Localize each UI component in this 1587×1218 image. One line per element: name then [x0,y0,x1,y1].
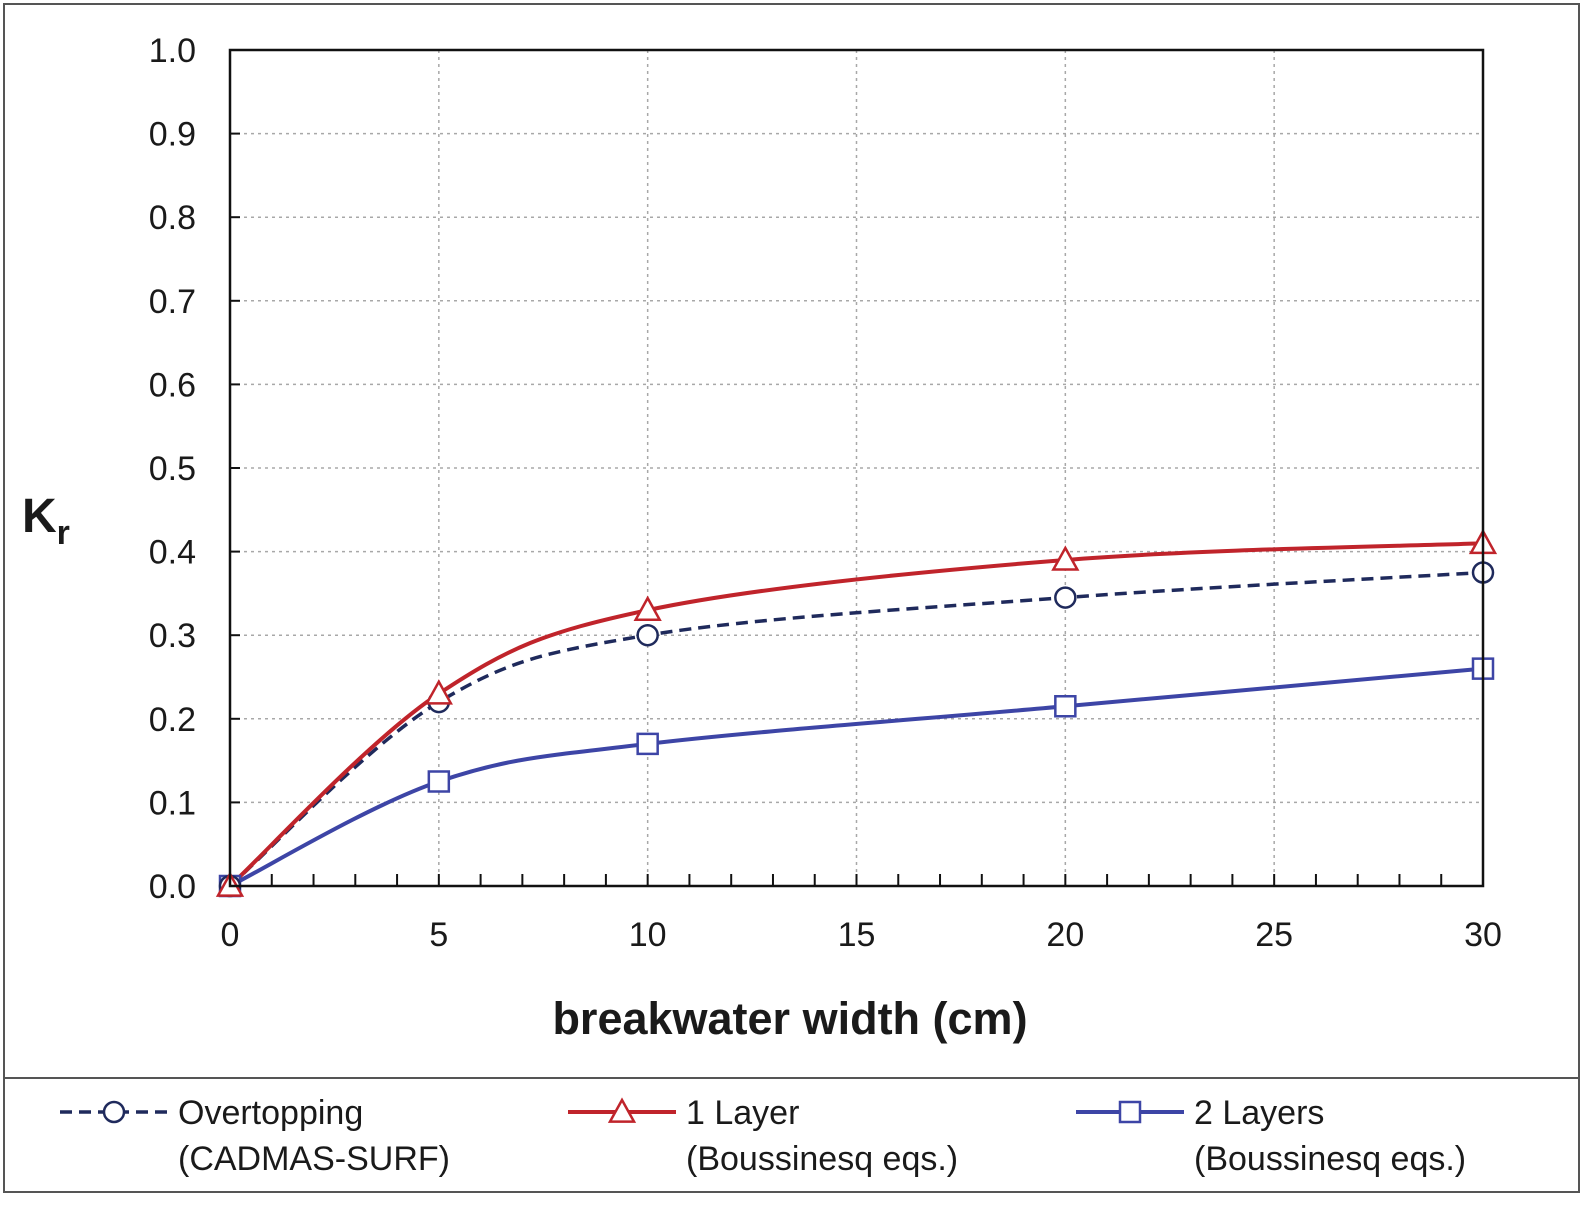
axis-labels: breakwater width (cm) Kr [22,490,1028,1044]
y-tick-label: 0.6 [149,366,196,404]
legend-label: (CADMAS-SURF) [178,1140,450,1178]
x-tick-label: 0 [221,916,240,954]
x-tick-label: 5 [429,916,448,954]
y-tick-label: 0.1 [149,784,196,822]
legend: Overtopping (CADMAS-SURF) 1 Layer (Boussine… [60,1094,1466,1178]
legend-entry-1: Overtopping (CADMAS-SURF) [60,1094,450,1178]
figure-frame [3,3,1580,1193]
legend-label: Overtopping [178,1094,363,1132]
y-axis-label-subscript: r [57,514,70,552]
y-tick-label: 0.0 [149,868,196,906]
y-axis-label: Kr [22,490,70,552]
x-tick-label: 15 [838,916,876,954]
legend-label: (Boussinesq eqs.) [1194,1140,1466,1178]
y-tick-label: 0.4 [149,534,196,572]
y-tick-label: 0.3 [149,617,196,655]
x-tick-label: 10 [629,916,667,954]
series-2-point [633,595,662,621]
x-tick-label: 25 [1255,916,1293,954]
series-2-point [1051,545,1080,571]
series-3-point [636,732,659,756]
series-line-1 [228,570,1484,888]
legend-label: 2 Layers [1194,1094,1324,1132]
legend-marker [1118,1100,1142,1124]
y-tick-label: 0.8 [149,199,196,237]
series-line-3 [229,666,1484,888]
series-1-point [1054,586,1077,609]
x-axis-label: breakwater width (cm) [552,993,1027,1044]
legend-marker [607,1097,637,1123]
series-2-point [424,679,453,705]
y-axis-label-main: K [22,490,57,543]
x-tick-label: 20 [1046,916,1084,954]
legend-label: 1 Layer [686,1094,799,1132]
legend-entry-3: 2 Layers (Boussinesq eqs.) [1076,1094,1466,1178]
y-tick-label: 0.5 [149,450,196,488]
legend-marker [102,1100,126,1124]
y-tick-label: 0.9 [149,116,196,154]
series-1-point [636,623,659,647]
grid [230,50,1483,886]
x-tick-label: 30 [1464,916,1502,954]
series-3-point [427,770,451,793]
y-tick-label: 1.0 [149,32,196,70]
series-line-2 [228,541,1484,888]
series-3-point [1054,695,1077,718]
y-tick-label: 0.2 [149,701,196,739]
axes: 0.0 0.1 0.2 0.3 0.4 0.5 0.6 0.7 0.8 0.9 1.0 0 5 10 15 2… [149,32,1502,954]
legend-entry-2: 1 Layer (Boussinesq eqs.) [568,1094,958,1178]
legend-label: (Boussinesq eqs.) [686,1140,958,1178]
y-tick-label: 0.7 [149,283,196,321]
